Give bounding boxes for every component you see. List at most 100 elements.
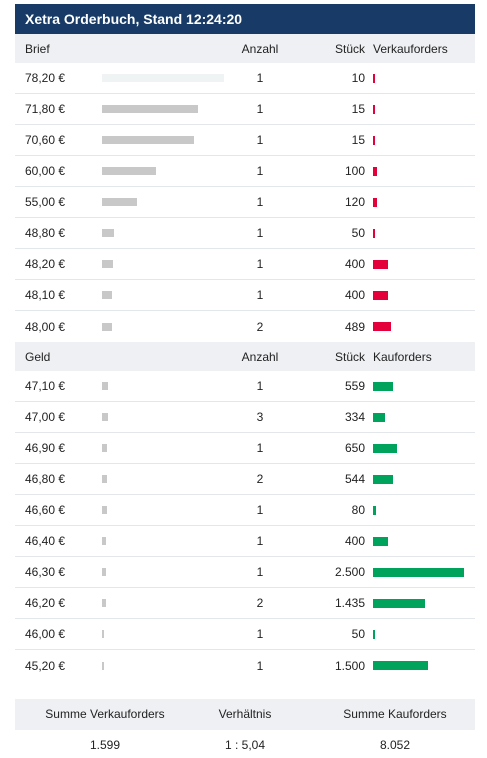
bid-quantity: 334 [344, 410, 365, 424]
ask-price-bar-fill [102, 74, 224, 82]
bid-order-count: 1 [256, 627, 264, 641]
ask-price-bar [102, 198, 224, 206]
bid-price-bar-fill [102, 506, 107, 514]
summary-buy-value: 8.052 [379, 738, 411, 752]
ask-price-bar [102, 291, 224, 299]
bid-header: Geld Anzahl Stück Kauforders [15, 342, 475, 371]
ask-price-bar-fill [102, 291, 112, 299]
bid-order-count: 1 [256, 565, 264, 579]
ask-volume-bar-fill [373, 228, 375, 238]
ask-price-bar-fill [102, 136, 194, 144]
bid-price-bar [102, 599, 224, 607]
bid-count-header: Anzahl [241, 349, 279, 364]
bid-price-bar [102, 382, 224, 390]
bid-volume-bar [373, 412, 468, 422]
ask-price: 70,60 € [25, 133, 66, 147]
ask-rows: 78,20 € 1 10 71,80 € 1 15 70,60 € 1 15 60,00 € 1 10… [15, 63, 475, 342]
bid-price: 46,00 € [25, 627, 66, 641]
ask-order-row: 55,00 € 1 120 [15, 187, 475, 218]
ask-volume-bar-fill [373, 104, 375, 114]
ask-volume-bar [373, 104, 468, 114]
bid-price-bar-fill [102, 568, 106, 576]
ask-volume-bar [373, 197, 468, 207]
ask-count-header: Anzahl [241, 41, 279, 56]
bid-volume-bar [373, 474, 468, 484]
ask-volume-bar [373, 228, 468, 238]
ask-price-bar [102, 260, 224, 268]
bid-price-bar [102, 537, 224, 545]
bid-order-count: 1 [256, 379, 264, 393]
ask-order-row: 48,80 € 1 50 [15, 218, 475, 249]
bid-order-row: 46,80 € 2 544 [15, 464, 475, 495]
ask-volume-bar-fill [373, 259, 388, 269]
summary-table: Summe Verkauforders Verhältnis Summe Kau… [15, 699, 475, 758]
bid-volume-bar-fill [373, 412, 385, 422]
ask-price: 71,80 € [25, 102, 66, 116]
bid-price-bar [102, 661, 224, 670]
ask-volume-bar [373, 166, 468, 176]
ask-price: 48,00 € [25, 319, 66, 334]
ask-price-header: Brief [25, 41, 50, 56]
bid-order-row: 46,30 € 1 2.500 [15, 557, 475, 588]
bid-price-bar-fill [102, 599, 106, 607]
ask-price-bar-fill [102, 105, 198, 113]
bid-price-bar-fill [102, 661, 104, 670]
ask-order-row: 48,00 € 2 489 [15, 311, 475, 342]
bid-volume-bar-fill [373, 474, 393, 484]
ask-volume-bar [373, 290, 468, 300]
ask-quantity: 10 [351, 71, 365, 85]
bid-volume-bar-fill [373, 598, 425, 608]
ask-quantity: 100 [344, 164, 365, 178]
ask-volume-bar-fill [373, 197, 377, 207]
bid-volume-bar-fill [373, 536, 388, 546]
ask-volume-bar-fill [373, 166, 377, 176]
bid-volume-bar [373, 598, 468, 608]
bid-order-row: 47,10 € 1 559 [15, 371, 475, 402]
bid-price: 47,00 € [25, 410, 66, 424]
bid-quantity: 650 [344, 441, 365, 455]
summary-sell-value: 1.599 [89, 738, 121, 752]
ask-price-bar [102, 74, 224, 82]
bid-order-count: 1 [256, 534, 264, 548]
ask-qty-header: Stück [334, 41, 365, 56]
ask-order-row: 78,20 € 1 10 [15, 63, 475, 94]
ask-quantity: 489 [344, 319, 365, 334]
bid-volume-bar-fill [373, 567, 464, 577]
bid-rows: 47,10 € 1 559 47,00 € 3 334 46,90 € 1 650 46,80 €… [15, 371, 475, 681]
ask-price: 48,10 € [25, 288, 66, 302]
ask-price-bar-fill [102, 229, 114, 237]
bid-price-bar-fill [102, 630, 104, 638]
bid-quantity: 400 [344, 534, 365, 548]
bid-price-bar [102, 630, 224, 638]
bid-volume-bar [373, 443, 468, 453]
ask-price: 55,00 € [25, 195, 66, 209]
ask-volume-bar-fill [373, 135, 375, 145]
ask-order-row: 70,60 € 1 15 [15, 125, 475, 156]
ask-order-row: 60,00 € 1 100 [15, 156, 475, 187]
bid-volume-bar-fill [373, 629, 375, 639]
ask-price: 48,20 € [25, 257, 66, 271]
bid-price-bar [102, 568, 224, 576]
bid-quantity: 80 [351, 503, 365, 517]
bid-order-count: 2 [256, 472, 264, 486]
bid-price-bar [102, 413, 224, 421]
ask-order-count: 2 [256, 319, 264, 334]
ask-order-row: 71,80 € 1 15 [15, 94, 475, 125]
ask-price-bar [102, 322, 224, 331]
ask-price: 48,80 € [25, 226, 66, 240]
bid-price-bar [102, 506, 224, 514]
ask-order-row: 48,10 € 1 400 [15, 280, 475, 311]
ask-quantity: 15 [351, 102, 365, 116]
ask-volume-bar-fill [373, 73, 375, 83]
bid-quantity: 544 [344, 472, 365, 486]
bid-price: 46,80 € [25, 472, 66, 486]
bid-volume-bar [373, 536, 468, 546]
ask-price-bar-fill [102, 260, 113, 268]
ask-quantity: 400 [344, 288, 365, 302]
bid-price: 46,20 € [25, 596, 66, 610]
ask-volume-bar [373, 73, 468, 83]
bid-order-count: 1 [256, 441, 264, 455]
bid-order-count: 1 [256, 658, 264, 673]
ask-volume-bar [373, 135, 468, 145]
bid-price-bar [102, 444, 224, 452]
